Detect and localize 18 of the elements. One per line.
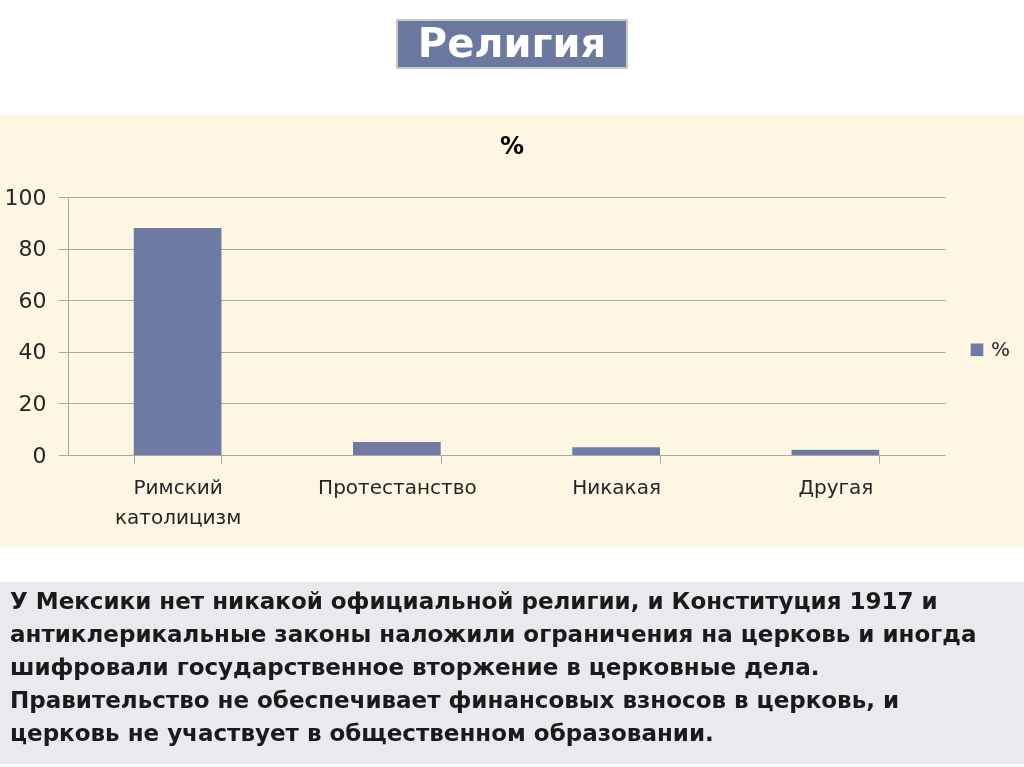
y-tick-label: 20 bbox=[18, 390, 47, 416]
bar bbox=[791, 449, 880, 455]
chart-title: Религия bbox=[417, 20, 607, 66]
x-tick-label: Другая bbox=[798, 474, 874, 499]
y-tick-label: 100 bbox=[4, 184, 47, 210]
x-tick-label: Римский католицизм bbox=[114, 474, 242, 529]
x-tick-label: Никакая bbox=[572, 474, 661, 499]
bar bbox=[133, 227, 222, 455]
text: У Мексики нет никакой официальной религии, и Конституция 1917 и антиклерикальные законы наложили ограничения на церковь и иногда шифровали государственное вторжение в церковные дела. Правительство не обеспечивает финансовых взносов в церковь, и церковь не участвует в общественном образовании. bbox=[10, 588, 977, 746]
bar bbox=[353, 442, 441, 455]
y-tick-label: 0 bbox=[32, 442, 47, 468]
x-tick-label: Протестанство bbox=[318, 474, 477, 499]
bar bbox=[572, 447, 660, 455]
legend-label: % bbox=[991, 336, 1011, 361]
y-tick-label: 80 bbox=[18, 236, 47, 262]
chart-subtitle: % bbox=[499, 132, 525, 160]
y-tick-label: 60 bbox=[18, 287, 47, 313]
y-tick-label: 40 bbox=[18, 339, 47, 365]
